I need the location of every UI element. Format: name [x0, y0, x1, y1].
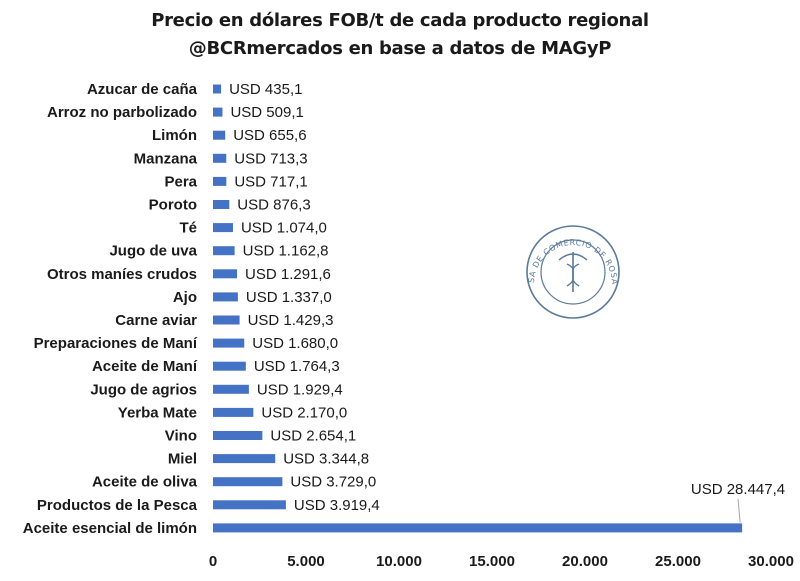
- data-label: USD 1.680,0: [252, 335, 338, 352]
- chart-title: Precio en dólares FOB/t de cada producto…: [151, 10, 649, 31]
- data-label: USD 28.447,4: [691, 481, 785, 498]
- x-axis-ticks-group: 0 5.000 10.000 15.000 20.000 25.000 30.000: [209, 553, 794, 570]
- bar: [213, 454, 276, 464]
- bar: [213, 107, 223, 117]
- bar: [213, 500, 286, 510]
- category-label: Otros maníes crudos: [47, 266, 197, 283]
- category-label: Manzana: [134, 150, 198, 167]
- data-label: USD 1.764,3: [254, 358, 340, 375]
- data-label: USD 1.162,8: [243, 243, 329, 260]
- category-label: Productos de la Pesca: [37, 497, 198, 514]
- data-label: USD 876,3: [237, 197, 310, 214]
- seal-outer-ring: [526, 225, 620, 319]
- leader-line: [737, 498, 741, 523]
- bar: [213, 431, 263, 440]
- bar: [213, 246, 235, 256]
- data-label: USD 3.729,0: [290, 474, 376, 491]
- data-label: USD 1.929,4: [257, 381, 343, 398]
- data-label: USD 3.919,4: [294, 497, 380, 514]
- category-labels-group: Azucar de caña Arroz no parbolizado Limón M…: [23, 81, 198, 537]
- data-label: USD 655,6: [233, 127, 306, 144]
- data-label: USD 1.429,3: [248, 312, 334, 329]
- bar: [213, 176, 227, 186]
- data-label: USD 509,1: [230, 104, 303, 121]
- seal-inner-ring: [540, 239, 606, 305]
- category-label: Poroto: [149, 197, 197, 214]
- x-tick-label: 25.000: [655, 553, 701, 570]
- data-labels-group: USD 435,1 USD 509,1 USD 655,6 USD 713,3 USD …: [229, 81, 785, 523]
- category-label: Ajo: [173, 289, 197, 306]
- x-tick-label: 5.000: [287, 553, 325, 570]
- bar: [213, 407, 254, 417]
- category-label: Té: [179, 220, 197, 237]
- bar: [213, 477, 283, 487]
- data-label: USD 1.074,0: [241, 220, 327, 237]
- bar: [213, 384, 249, 394]
- bar: [213, 338, 245, 348]
- data-label: USD 717,1: [234, 173, 307, 190]
- bar: [213, 523, 743, 533]
- x-tick-label: 30.000: [748, 553, 794, 570]
- category-label: Vino: [165, 428, 197, 445]
- category-label: Aceite de oliva: [92, 474, 198, 491]
- seal-wings: [558, 253, 588, 261]
- bars-group: [213, 84, 743, 533]
- category-label: Azucar de caña: [87, 81, 198, 98]
- bar: [213, 200, 230, 209]
- category-label: Pera: [164, 173, 197, 190]
- category-label: Limón: [152, 127, 197, 144]
- bar: [213, 153, 227, 163]
- x-tick-label: 15.000: [469, 553, 515, 570]
- bar: [213, 315, 240, 325]
- x-tick-label: 0: [209, 553, 217, 570]
- category-label: Aceite de Maní: [92, 358, 198, 375]
- category-label: Preparaciones de Maní: [34, 335, 198, 352]
- data-label: USD 3.344,8: [283, 451, 369, 468]
- data-label: USD 2.654,1: [270, 428, 356, 445]
- category-label: Carne aviar: [115, 312, 197, 329]
- data-label: USD 713,3: [234, 150, 307, 167]
- category-label: Jugo de agrios: [90, 381, 197, 398]
- bar: [213, 361, 246, 371]
- x-tick-label: 10.000: [376, 553, 422, 570]
- x-tick-label: 20.000: [562, 553, 608, 570]
- category-label: Aceite esencial de limón: [23, 520, 197, 537]
- bar: [213, 223, 233, 233]
- seal-serpent: [566, 263, 580, 287]
- bar: [213, 269, 238, 279]
- data-label: USD 435,1: [229, 81, 302, 98]
- bar: [213, 84, 222, 94]
- bar: [213, 130, 226, 140]
- chart-subtitle: @BCRmercados en base a datos de MAGyP: [188, 38, 612, 59]
- category-label: Arroz no parbolizado: [47, 104, 197, 121]
- data-label: USD 1.337,0: [246, 289, 332, 306]
- category-label: Miel: [168, 451, 197, 468]
- data-label: USD 2.170,0: [261, 404, 347, 421]
- category-label: Yerba Mate: [118, 404, 197, 421]
- data-label: USD 1.291,6: [245, 266, 331, 283]
- bar: [213, 292, 238, 302]
- category-label: Jugo de uva: [109, 243, 197, 260]
